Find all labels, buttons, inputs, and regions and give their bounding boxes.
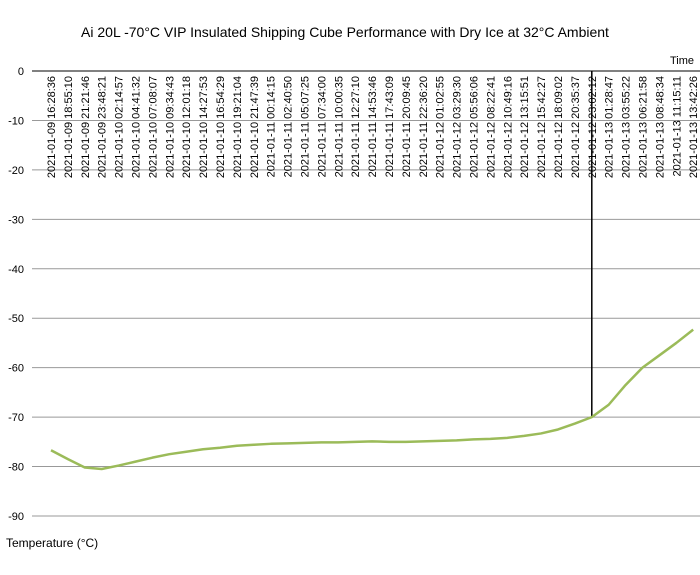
x-tick-label: 2021-01-11 22:36:20 [418,76,430,177]
x-tick-label: 2021-01-13 01:28:47 [604,76,616,178]
x-tick-label: 2021-01-12 08:22:41 [485,76,497,178]
x-tick-label: 2021-01-11 14:53:46 [367,76,379,177]
y-tick-label: -70 [8,412,24,424]
x-tick-label: 2021-01-11 12:27:10 [350,76,362,177]
y-tick-label: 0 [18,66,24,78]
x-tick-label: 2021-01-12 15:42:27 [536,76,548,178]
y-axis-label: Temperature (°C) [6,536,98,550]
x-tick-label: 2021-01-13 03:55:22 [621,76,633,178]
x-axis-label: Time [670,55,694,67]
x-tick-label: 2021-01-12 10:49:16 [502,76,514,178]
x-tick-label: 2021-01-12 23:02:12 [587,76,599,178]
y-tick-label: -80 [8,462,24,474]
x-tick-label: 2021-01-10 21:47:39 [249,76,261,178]
x-tick-label: 2021-01-11 05:07:25 [300,76,312,177]
y-tick-label: -50 [8,313,24,325]
x-tick-label: 2021-01-12 18:09:02 [553,76,565,178]
x-tick-label: 2021-01-10 09:34:43 [164,76,176,178]
y-tick-label: -10 [8,115,24,127]
x-tick-label: 2021-01-12 20:35:37 [570,76,582,178]
x-tick-label: 2021-01-09 23:48:21 [97,76,109,178]
x-tick-label: 2021-01-09 18:55:10 [63,76,75,178]
x-tick-label: 2021-01-11 17:43:09 [384,76,396,177]
x-tick-label: 2021-01-12 03:29:30 [452,76,464,178]
x-tick-label: 2021-01-11 10:00:35 [333,76,345,177]
x-tick-label: 2021-01-10 12:01:18 [181,76,193,178]
x-tick-label: 2021-01-12 01:02:55 [435,76,447,178]
x-tick-label: 2021-01-13 08:48:34 [654,76,666,178]
data-line [50,328,694,471]
x-tick-label: 2021-01-09 16:28:36 [46,76,58,178]
x-tick-label: 2021-01-10 14:27:53 [198,76,210,178]
y-tick-label: -30 [8,214,24,226]
x-tick-label: 2021-01-11 02:40:50 [283,76,295,177]
x-tick-label: 2021-01-10 16:54:29 [215,76,227,178]
x-tick-label: 2021-01-13 06:21:58 [638,76,650,178]
x-tick-label: 2021-01-11 20:09:45 [401,76,413,177]
x-tick-label: 2021-01-09 21:21:46 [80,76,92,178]
x-tick-label: 2021-01-10 07:08:07 [147,76,159,178]
y-tick-label: -90 [8,511,24,523]
x-tick-label: 2021-01-12 05:56:06 [469,76,481,178]
chart-title: Ai 20L -70°C VIP Insulated Shipping Cube… [81,24,609,40]
x-tick-label: 2021-01-10 19:21:04 [232,76,244,178]
y-tick-label: -20 [8,165,24,177]
x-tick-label: 2021-01-12 13:15:51 [519,76,531,178]
x-tick-label: 2021-01-10 02:14:57 [114,76,126,178]
x-tick-label: 2021-01-11 07:34:00 [316,76,328,177]
y-tick-label: -60 [8,363,24,375]
x-tick-label: 2021-01-10 04:41:32 [131,76,143,178]
y-tick-label: -40 [8,264,24,276]
x-tick-label: 2021-01-11 00:14:15 [266,76,278,177]
x-tick-label: 2021-01-13 11:15:11 [671,76,683,177]
x-tick-label: 2021-01-13 13:42:26 [688,76,700,178]
